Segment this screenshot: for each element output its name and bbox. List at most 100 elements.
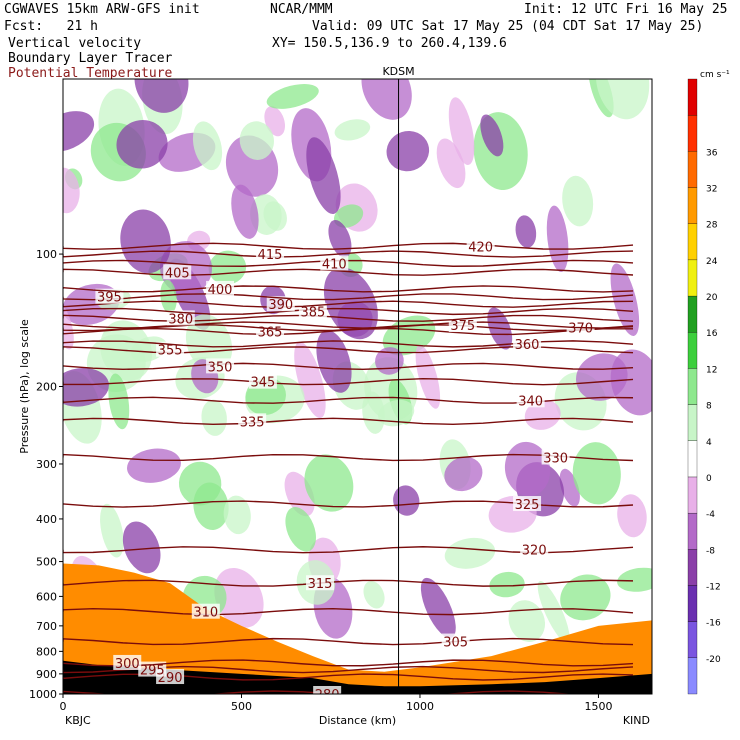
isentrope-label: 400 xyxy=(208,283,233,298)
colorbar-tick-label: 24 xyxy=(706,257,718,267)
isentrope-label: 370 xyxy=(568,322,593,337)
velocity-cell xyxy=(120,209,171,274)
isentrope-line xyxy=(63,417,634,426)
isentrope-label-bg xyxy=(306,575,335,591)
isentrope-label-bg xyxy=(298,303,327,319)
velocity-cell xyxy=(333,204,364,228)
isentrope-label: 335 xyxy=(240,415,265,430)
isentrope-label: 405 xyxy=(165,266,190,281)
x-axis-label: Distance (km) xyxy=(319,714,396,727)
isentrope-line xyxy=(63,293,634,301)
x-tick-label: 0 xyxy=(60,700,67,713)
isentrope-label-bg xyxy=(516,392,545,408)
right-station-label: KIND xyxy=(623,714,650,727)
isentrope-line xyxy=(63,314,634,323)
velocity-cell xyxy=(361,79,412,120)
isentrope-label: 415 xyxy=(258,248,283,263)
velocity-cell xyxy=(231,184,259,239)
velocity-cell xyxy=(304,454,354,512)
isentrope-line xyxy=(63,608,634,616)
isentrope-line xyxy=(63,321,634,329)
colorbar-tick-label: 8 xyxy=(706,402,712,412)
colorbar-tick-label: -16 xyxy=(706,619,721,629)
velocity-cell xyxy=(617,567,652,592)
isentrope-label-bg xyxy=(266,296,295,312)
colorbar-tick-label: -12 xyxy=(706,582,721,592)
isentrope-label-bg xyxy=(256,323,285,339)
colorbar-units: cm s⁻¹ xyxy=(700,70,730,80)
colorbar-swatch xyxy=(687,368,698,405)
init-time: Init: 12 UTC Fri 16 May 25 xyxy=(524,2,728,17)
cross-section-coords: XY= 150.5,136.9 to 260.4,139.6 xyxy=(272,36,507,51)
velocity-cell xyxy=(362,391,385,434)
isentrope-line xyxy=(63,637,634,646)
velocity-cell xyxy=(316,330,352,393)
colorbar-tick-label: -20 xyxy=(706,655,721,665)
terrain xyxy=(63,660,652,694)
velocity-cell xyxy=(489,571,525,598)
isentrope-label: 305 xyxy=(443,636,468,651)
velocity-cell xyxy=(127,448,181,483)
field-potential-temperature: Potential Temperature xyxy=(8,66,173,81)
velocity-cell xyxy=(263,201,287,231)
velocity-cell xyxy=(610,349,652,416)
colorbar-swatch xyxy=(687,223,698,261)
isentrope-label: 420 xyxy=(468,240,493,255)
colorbar-swatch xyxy=(687,332,698,369)
velocity-cell xyxy=(524,399,561,430)
y-tick-label: 800 xyxy=(36,645,57,658)
isentrope-label-bg xyxy=(191,603,220,619)
velocity-cell xyxy=(122,521,161,574)
potential-temperature-contours: 2802902953003053103153203253303353403453… xyxy=(63,238,634,703)
colorbar-tick-label: 0 xyxy=(706,474,712,484)
axes: 0 500 1000 1500 100 200 300 400 500 600 700 800 900 1… xyxy=(18,248,650,727)
velocity-cell xyxy=(562,175,594,227)
isentrope-label: 280 xyxy=(315,688,340,703)
velocity-cell xyxy=(134,79,189,113)
colorbar-swatch xyxy=(687,295,698,333)
y-tick-label: 200 xyxy=(36,381,57,394)
isentrope-label: 355 xyxy=(158,344,183,359)
colorbar-tick-label: 28 xyxy=(706,221,718,231)
y-tick-label: 400 xyxy=(36,513,57,526)
isentrope-label-bg xyxy=(206,358,235,374)
y-tick-label: 600 xyxy=(36,590,57,603)
isentrope-line xyxy=(63,307,634,316)
isentrope-line xyxy=(63,362,634,371)
isentrope-label: 395 xyxy=(97,291,122,306)
velocity-cell xyxy=(100,503,124,558)
velocity-cell xyxy=(415,344,441,409)
y-tick-label: 100 xyxy=(36,248,57,261)
velocity-cell xyxy=(63,167,80,214)
isentrope-label-bg xyxy=(166,310,195,326)
isentrope-label-bg xyxy=(95,288,124,304)
isentrope-label-bg xyxy=(313,686,342,694)
velocity-cell xyxy=(201,399,227,436)
isentrope-line xyxy=(63,250,634,258)
isentrope-label-bg xyxy=(320,255,349,271)
velocity-cell xyxy=(116,120,168,169)
colorbar-swatch xyxy=(687,585,698,622)
velocity-cell xyxy=(160,279,177,314)
colorbar-swatch xyxy=(687,657,698,695)
velocity-cell xyxy=(444,537,496,569)
marker-station-label: KDSM xyxy=(382,65,414,78)
velocity-cell xyxy=(108,373,130,430)
velocity-cell xyxy=(610,263,640,336)
isentrope-label-bg xyxy=(448,317,477,333)
isentrope-label-bg xyxy=(541,449,570,465)
isentrope-label-bg xyxy=(466,238,495,254)
isentrope-label: 300 xyxy=(115,657,140,672)
isentrope-label-bg xyxy=(513,496,542,512)
velocity-cell xyxy=(386,130,430,172)
isentrope-label-bg xyxy=(256,246,285,262)
velocity-cell xyxy=(63,111,95,152)
isentrope-label: 320 xyxy=(522,544,547,559)
isentrope-label-bg xyxy=(113,654,142,670)
isentrope-label: 345 xyxy=(250,376,275,391)
y-tick-label: 500 xyxy=(36,556,57,569)
isentrope-label-bg xyxy=(513,335,542,351)
colorbar-swatch xyxy=(687,115,698,152)
velocity-cell xyxy=(420,577,456,639)
velocity-cell xyxy=(63,367,110,407)
